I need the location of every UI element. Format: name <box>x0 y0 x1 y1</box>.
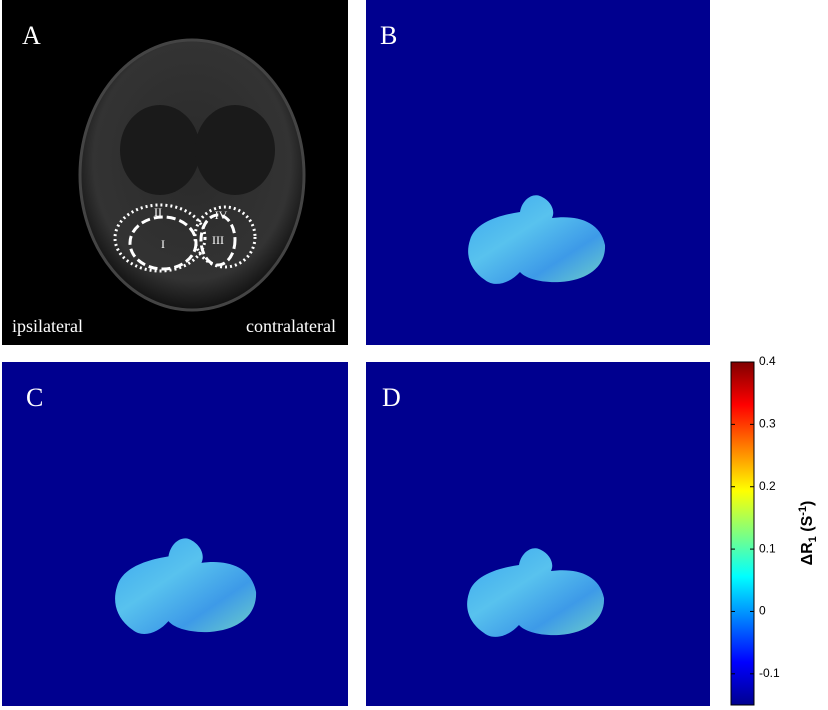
label-part: ΔR <box>799 542 816 566</box>
region-label: IV <box>215 208 228 222</box>
panel-b: B <box>366 0 710 345</box>
tick-label: 0 <box>759 604 766 618</box>
roi-outline <box>128 215 198 271</box>
panel-background <box>366 0 710 345</box>
tick-label: 0.2 <box>759 479 776 493</box>
colorbar-scale <box>730 361 755 706</box>
tick-label: -0.1 <box>759 666 780 680</box>
label-part: -1 <box>797 506 809 516</box>
sinus <box>195 105 275 195</box>
tick-label: 0.4 <box>759 354 776 368</box>
region-label: I <box>161 237 165 251</box>
panel-label: B <box>380 21 397 50</box>
side-label: contralateral <box>246 316 336 336</box>
panel-c: C <box>2 362 348 706</box>
colorbar: ΔR1 (S-1) <box>730 361 819 706</box>
panel-label: A <box>22 21 41 50</box>
panel-background <box>2 362 348 706</box>
region-label: II <box>154 205 162 219</box>
sinus <box>120 105 200 195</box>
roi-outline <box>193 205 257 269</box>
colorbar-label: ΔR1 (S-1) <box>797 501 819 566</box>
panel-label: C <box>26 383 43 412</box>
tick-label: 0.3 <box>759 417 776 431</box>
side-label: ipsilateral <box>12 316 83 336</box>
tick-label: 0.1 <box>759 541 776 555</box>
label-part: 1 <box>807 536 819 542</box>
roi-outline <box>113 203 207 273</box>
panel-background <box>366 362 710 706</box>
panel-label: D <box>382 383 401 412</box>
label-part: (S <box>799 515 816 536</box>
region-label: III <box>212 233 224 247</box>
roi-outline <box>199 213 237 267</box>
label-part: ) <box>799 501 816 506</box>
panel-d: D <box>366 362 710 706</box>
panel-a: A I II III IV ipsilateral contralateral <box>2 0 348 345</box>
